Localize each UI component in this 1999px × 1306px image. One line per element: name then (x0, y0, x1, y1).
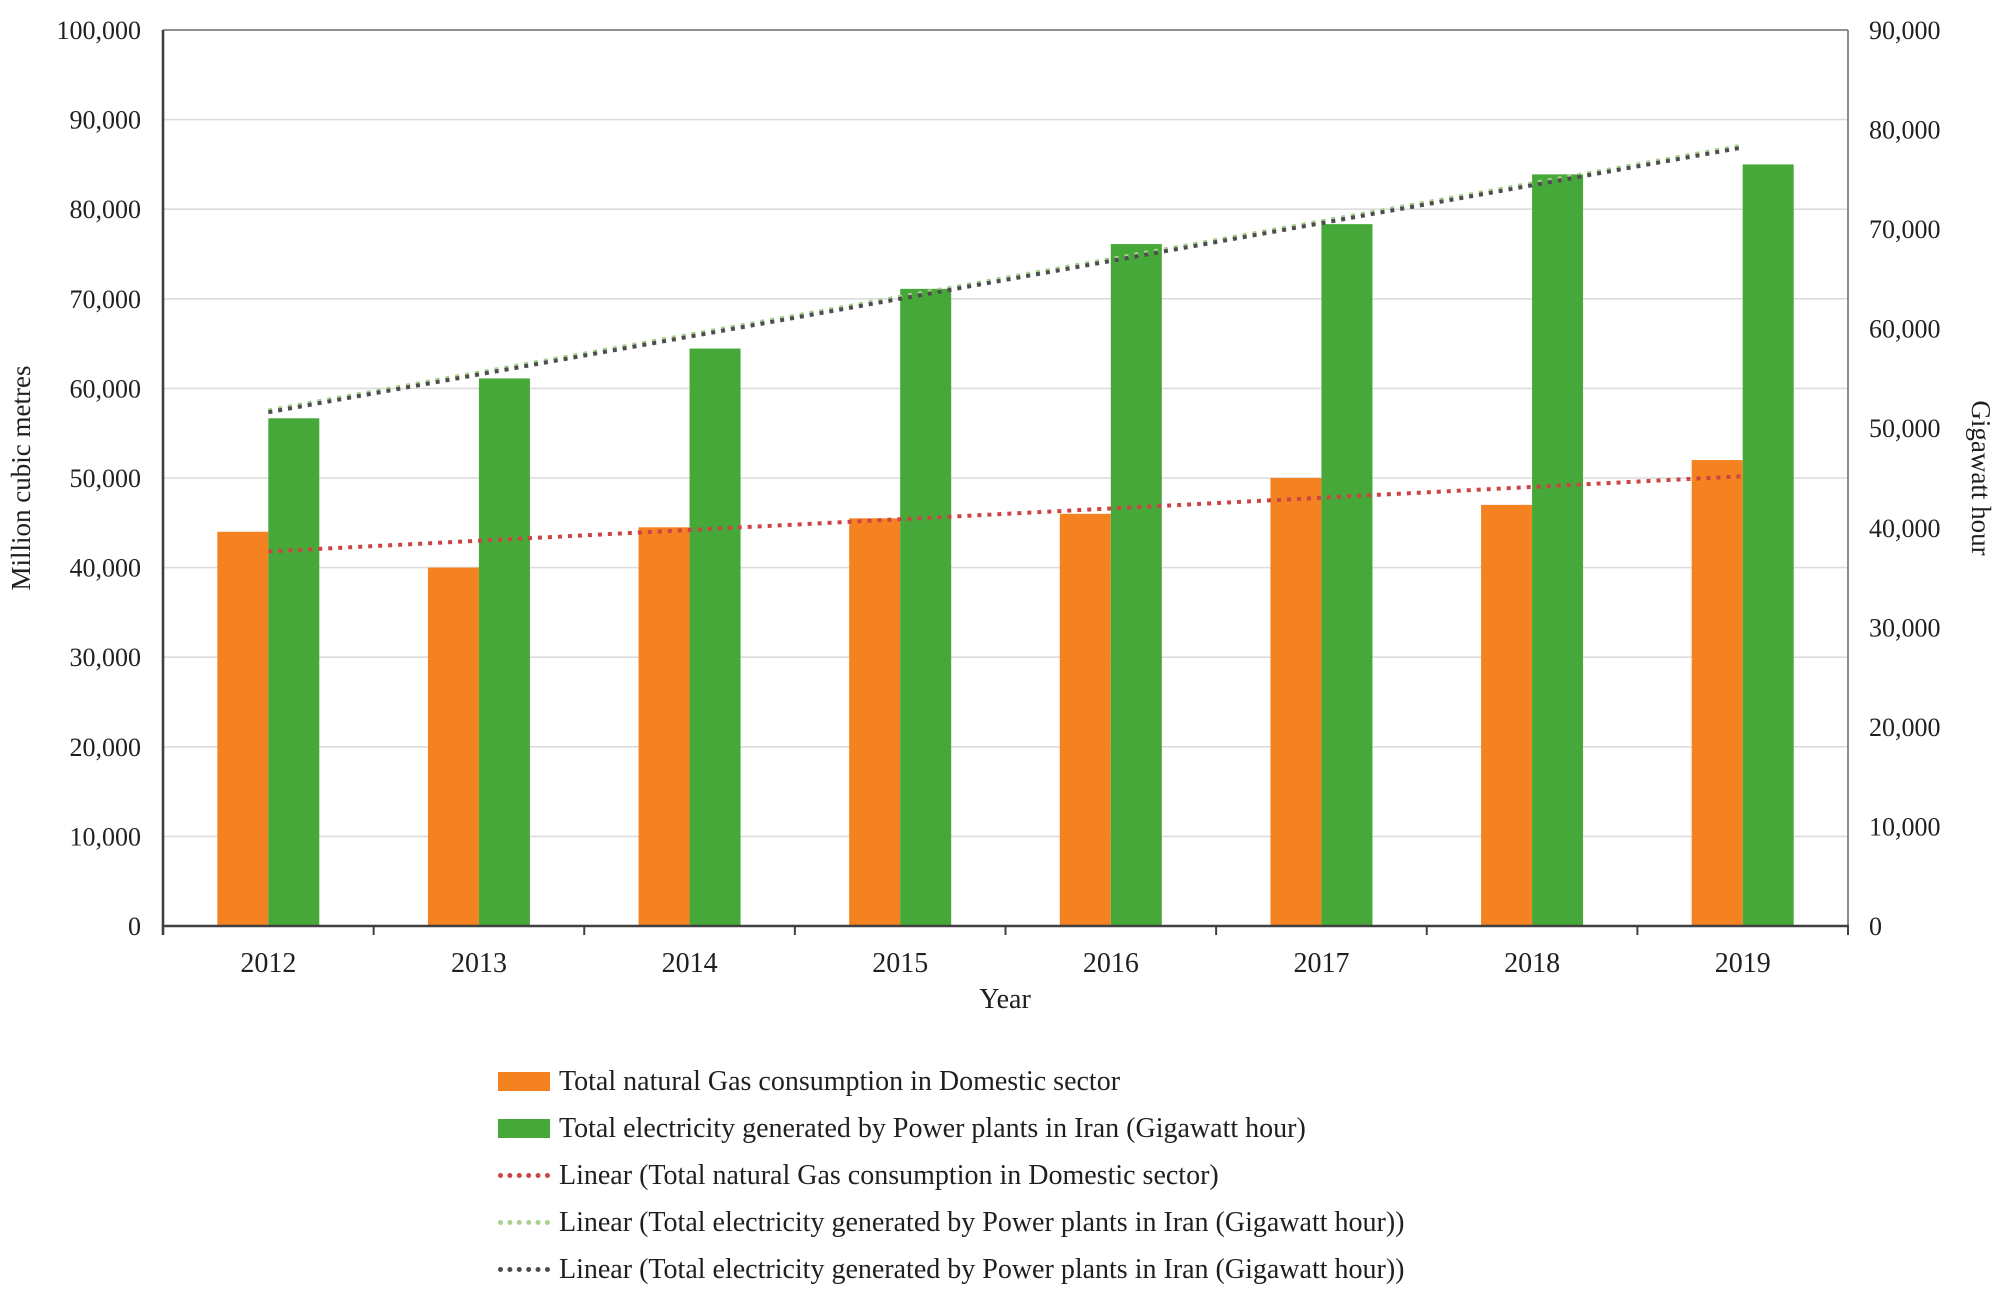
left-tick-label: 70,000 (70, 285, 142, 314)
trendline-0 (268, 474, 1743, 554)
right-tick-label: 10,000 (1869, 812, 1941, 841)
year-label: 2017 (1293, 948, 1349, 979)
gas-bar-2018 (1481, 504, 1533, 926)
left-tick-label: 90,000 (70, 106, 142, 135)
electricity-bar-2012 (268, 418, 320, 926)
year-label: 2018 (1504, 948, 1560, 979)
left-axis-tick-labels: 0 10,000 20,000 30,000 40,000 50,000 60,000 70,… (57, 16, 142, 941)
year-label: 2016 (1083, 948, 1139, 979)
gas-bar-swatch-icon (498, 1072, 550, 1091)
gas-bar-2017 (1270, 478, 1322, 926)
trendlines (267, 143, 1744, 554)
gas-trendline-swatch-icon (498, 1173, 550, 1178)
right-tick-label: 20,000 (1869, 713, 1941, 742)
right-tick-label: 60,000 (1869, 315, 1941, 344)
right-axis-tick-labels: 0 10,000 20,000 30,000 40,000 50,000 60,000 70,… (1869, 16, 1941, 941)
legend-label: Linear (Total electricity generated by P… (559, 1206, 1405, 1238)
electricity-bar-swatch-icon (498, 1119, 550, 1138)
year-label: 2015 (872, 948, 928, 979)
electricity-bar-2013 (478, 378, 530, 926)
year-label: 2012 (240, 948, 296, 979)
chart-legend: Total natural Gas consumption in Domesti… (498, 1058, 1404, 1293)
legend-item-gas-trendline: Linear (Total natural Gas consumption in… (498, 1152, 1404, 1199)
legend-item-electricity-trendline-green: Linear (Total electricity generated by P… (498, 1199, 1404, 1246)
electricity-bars (268, 164, 1794, 927)
electricity-bar-2018 (1532, 174, 1584, 926)
right-tick-label: 50,000 (1869, 414, 1941, 443)
gas-bar-2012 (217, 531, 269, 926)
year-label: 2014 (662, 948, 718, 979)
legend-label: Linear (Total electricity generated by P… (559, 1253, 1405, 1285)
left-tick-label: 80,000 (70, 195, 142, 224)
legend-item-gas-bars: Total natural Gas consumption in Domesti… (498, 1058, 1404, 1105)
gas-bar-2014 (638, 527, 690, 926)
x-axis-tick-labels: 2012 2013 2014 2015 2016 2017 2018 2019 (240, 948, 1770, 979)
left-tick-label: 40,000 (70, 554, 142, 583)
right-tick-label: 90,000 (1869, 16, 1941, 45)
legend-item-electricity-bars: Total electricity generated by Power pla… (498, 1105, 1404, 1152)
electricity-bar-2017 (1321, 224, 1373, 927)
axis-lines (161, 30, 1849, 935)
electricity-trendline-black-swatch-icon (498, 1267, 550, 1272)
electricity-bar-2019 (1742, 164, 1794, 926)
legend-label: Total natural Gas consumption in Domesti… (559, 1065, 1121, 1097)
electricity-bar-2014 (689, 348, 741, 927)
electricity-bar-2016 (1110, 244, 1162, 927)
legend-label: Linear (Total natural Gas consumption in… (559, 1159, 1219, 1191)
legend-item-electricity-trendline-black: Linear (Total electricity generated by P… (498, 1246, 1404, 1293)
right-axis-title: Gigawatt hour (1966, 400, 1996, 555)
left-tick-label: 10,000 (70, 822, 142, 851)
plot-frame (163, 29, 1849, 935)
left-tick-label: 30,000 (70, 643, 142, 672)
legend-label: Total electricity generated by Power pla… (559, 1112, 1306, 1144)
gridlines (163, 118, 1848, 838)
right-tick-label: 0 (1869, 912, 1882, 941)
year-label: 2013 (451, 948, 507, 979)
gas-bar-2013 (427, 567, 479, 926)
left-tick-label: 20,000 (70, 733, 142, 762)
left-axis-title: Million cubic metres (6, 366, 36, 591)
electricity-trendline-green-swatch-icon (498, 1220, 550, 1225)
gas-bars (217, 460, 1743, 926)
left-tick-label: 50,000 (70, 464, 142, 493)
right-tick-label: 40,000 (1869, 514, 1941, 543)
right-tick-label: 70,000 (1869, 215, 1941, 244)
gas-bar-2015 (849, 518, 901, 926)
left-tick-label: 100,000 (57, 16, 142, 45)
x-axis-title: Year (979, 984, 1031, 1015)
gas-bar-2016 (1059, 513, 1111, 926)
left-tick-label: 0 (128, 912, 141, 941)
gas-bar-2019 (1691, 460, 1743, 926)
year-label: 2019 (1715, 948, 1771, 979)
electricity-bar-2015 (900, 288, 952, 926)
right-tick-label: 30,000 (1869, 613, 1941, 642)
trendline-2 (267, 145, 1744, 415)
right-tick-label: 80,000 (1869, 116, 1941, 145)
left-tick-label: 60,000 (70, 374, 142, 403)
